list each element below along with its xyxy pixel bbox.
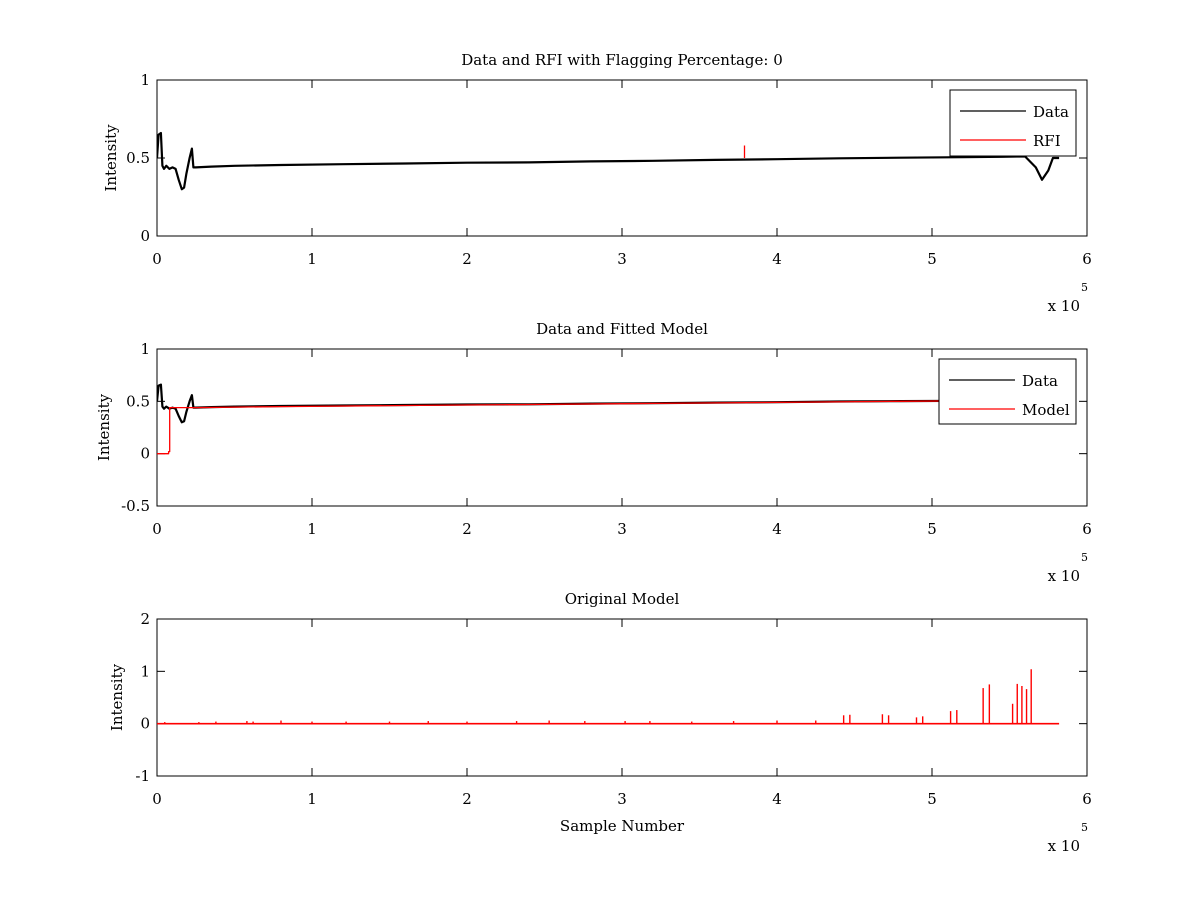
chart-title: Original Model <box>565 590 680 608</box>
plot-area <box>157 669 1060 725</box>
y-tick-label: -0.5 <box>121 497 150 515</box>
y-axis-label: Intensity <box>95 393 113 461</box>
y-tick-label: 0.5 <box>126 149 150 167</box>
y-axis-label: Intensity <box>102 124 120 192</box>
x-tick-label: 6 <box>1082 790 1092 808</box>
legend-box <box>938 358 1077 425</box>
y-tick-label: 1 <box>140 662 150 680</box>
x-multiplier-exponent: 5 <box>1081 821 1088 834</box>
x-tick-label: 2 <box>462 250 472 268</box>
legend-box <box>949 89 1077 157</box>
y-tick-label: 0 <box>140 715 150 733</box>
x-tick-label: 2 <box>462 520 472 538</box>
y-tick-label: 1 <box>140 71 150 89</box>
x-multiplier: x 10 <box>1048 297 1080 315</box>
y-axis-label: Intensity <box>108 663 126 731</box>
x-tick-label: 4 <box>772 520 782 538</box>
x-tick-label: 0 <box>152 790 162 808</box>
x-tick-label: 1 <box>307 520 317 538</box>
y-tick-label: 1 <box>140 340 150 358</box>
plot-area <box>157 131 1060 191</box>
x-tick-label: 1 <box>307 790 317 808</box>
x-tick-label: 0 <box>152 520 162 538</box>
x-tick-label: 3 <box>617 250 627 268</box>
legend: Data RFI <box>949 89 1077 157</box>
x-axis-label: Sample Number <box>560 817 685 835</box>
x-tick-label: 4 <box>772 250 782 268</box>
x-tick-label: 5 <box>927 520 937 538</box>
legend-label-rfi: RFI <box>1033 132 1061 150</box>
legend-label-data: Data <box>1033 103 1069 121</box>
y-tick-label: 2 <box>140 610 150 628</box>
plot-area <box>157 383 1060 455</box>
y-tick-label: 0 <box>140 227 150 245</box>
x-multiplier: x 10 <box>1048 567 1080 585</box>
chart-panel-1: Data and RFI with Flagging Percentage: 0… <box>102 51 1092 315</box>
y-tick-label: -1 <box>135 767 150 785</box>
chart-title: Data and RFI with Flagging Percentage: 0 <box>461 51 783 69</box>
x-tick-label: 4 <box>772 790 782 808</box>
x-tick-label: 5 <box>927 250 937 268</box>
x-multiplier-exponent: 5 <box>1081 551 1088 564</box>
x-tick-label: 3 <box>617 520 627 538</box>
x-multiplier-exponent: 5 <box>1081 281 1088 294</box>
x-tick-label: 6 <box>1082 250 1092 268</box>
x-tick-label: 3 <box>617 790 627 808</box>
legend: Data Model <box>938 358 1077 425</box>
x-tick-label: 6 <box>1082 520 1092 538</box>
series-line-model <box>157 399 1060 455</box>
legend-label-data: Data <box>1022 372 1058 390</box>
x-tick-label: 1 <box>307 250 317 268</box>
x-multiplier: x 10 <box>1048 837 1080 855</box>
x-tick-label: 0 <box>152 250 162 268</box>
x-tick-label: 5 <box>927 790 937 808</box>
axes-frame <box>156 618 1088 777</box>
chart-title: Data and Fitted Model <box>536 320 708 338</box>
x-tick-label: 2 <box>462 790 472 808</box>
legend-label-model: Model <box>1022 401 1070 419</box>
y-tick-label: 0.5 <box>126 392 150 410</box>
y-tick-label: 0 <box>140 445 150 463</box>
series-line-data <box>157 131 1060 191</box>
